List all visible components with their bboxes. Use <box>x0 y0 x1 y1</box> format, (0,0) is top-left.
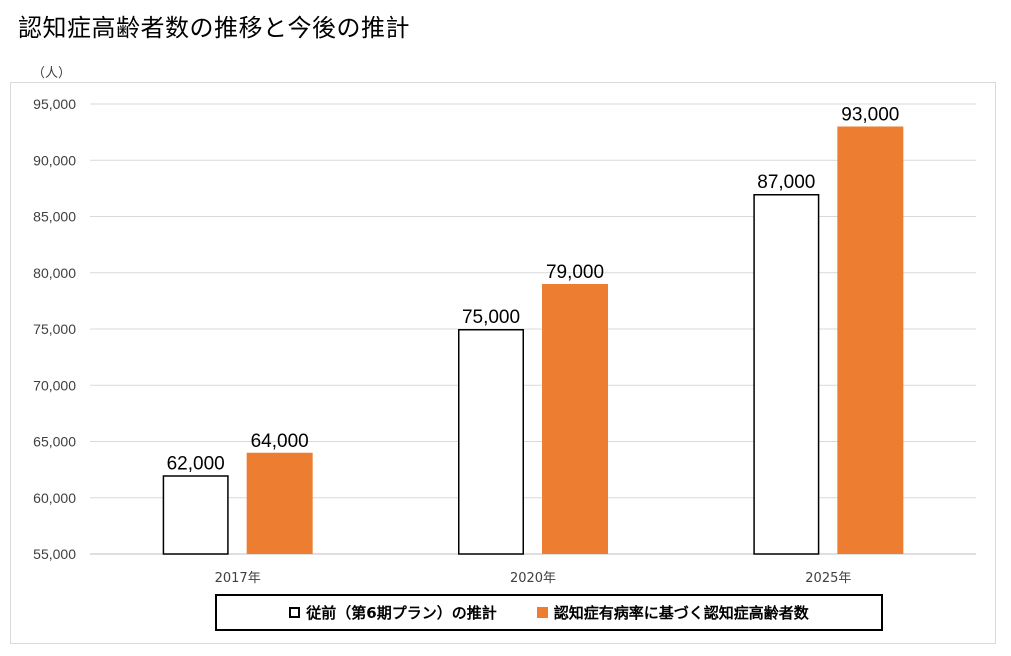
x-tick-label: 2025年 <box>805 571 851 586</box>
y-tick-label: 55,000 <box>33 546 76 562</box>
y-tick-label: 75,000 <box>33 321 76 337</box>
chart-frame <box>10 82 996 644</box>
data-label: 79,000 <box>546 262 604 283</box>
bar-series-1 <box>458 329 524 555</box>
legend-label-series-2: 認知症有病率に基づく認知症高齢者数 <box>553 604 809 622</box>
x-tick-label: 2017年 <box>215 571 261 586</box>
data-label: 62,000 <box>167 453 225 474</box>
y-tick-label: 95,000 <box>33 96 76 112</box>
bar-series-1 <box>753 194 820 555</box>
legend: 従前（第6期プラン）の推計 認知症有病率に基づく認知症高齢者数 <box>215 594 883 631</box>
y-tick-label: 85,000 <box>33 209 76 225</box>
y-axis-unit-label: （人） <box>32 66 71 81</box>
bar-series-2 <box>542 284 608 554</box>
bar-series-1 <box>162 475 229 555</box>
x-tick-labels: 2017年 2020年 2025年 <box>215 571 852 586</box>
legend-item-series-1: 従前（第6期プラン）の推計 <box>289 602 497 623</box>
legend-swatch-series-2 <box>536 607 548 618</box>
y-tick-label: 70,000 <box>33 377 76 393</box>
y-tick-labels: 55,000 60,000 65,000 70,000 75,000 80,000 85,0… <box>33 96 76 562</box>
bar-series-2 <box>246 452 313 554</box>
legend-item-series-2: 認知症有病率に基づく認知症高齢者数 <box>536 602 809 623</box>
legend-label-series-1: 従前（第6期プラン）の推計 <box>306 604 497 622</box>
x-tick-label: 2020年 <box>510 571 556 586</box>
data-label: 87,000 <box>757 172 815 193</box>
y-tick-label: 60,000 <box>33 490 76 506</box>
y-tick-label: 65,000 <box>33 434 76 450</box>
chart-title: 認知症高齢者数の推移と今後の推計 <box>18 14 410 42</box>
data-label: 75,000 <box>462 307 520 328</box>
y-tick-label: 80,000 <box>33 265 76 281</box>
bars: 62,000 64,000 75,000 79,000 87,000 93,000 <box>162 105 904 555</box>
data-label: 93,000 <box>841 105 899 126</box>
bar-series-2 <box>837 126 904 554</box>
y-tick-label: 90,000 <box>33 152 76 168</box>
gridlines <box>90 103 976 555</box>
legend-swatch-series-1 <box>289 607 301 618</box>
data-label: 64,000 <box>251 431 309 452</box>
